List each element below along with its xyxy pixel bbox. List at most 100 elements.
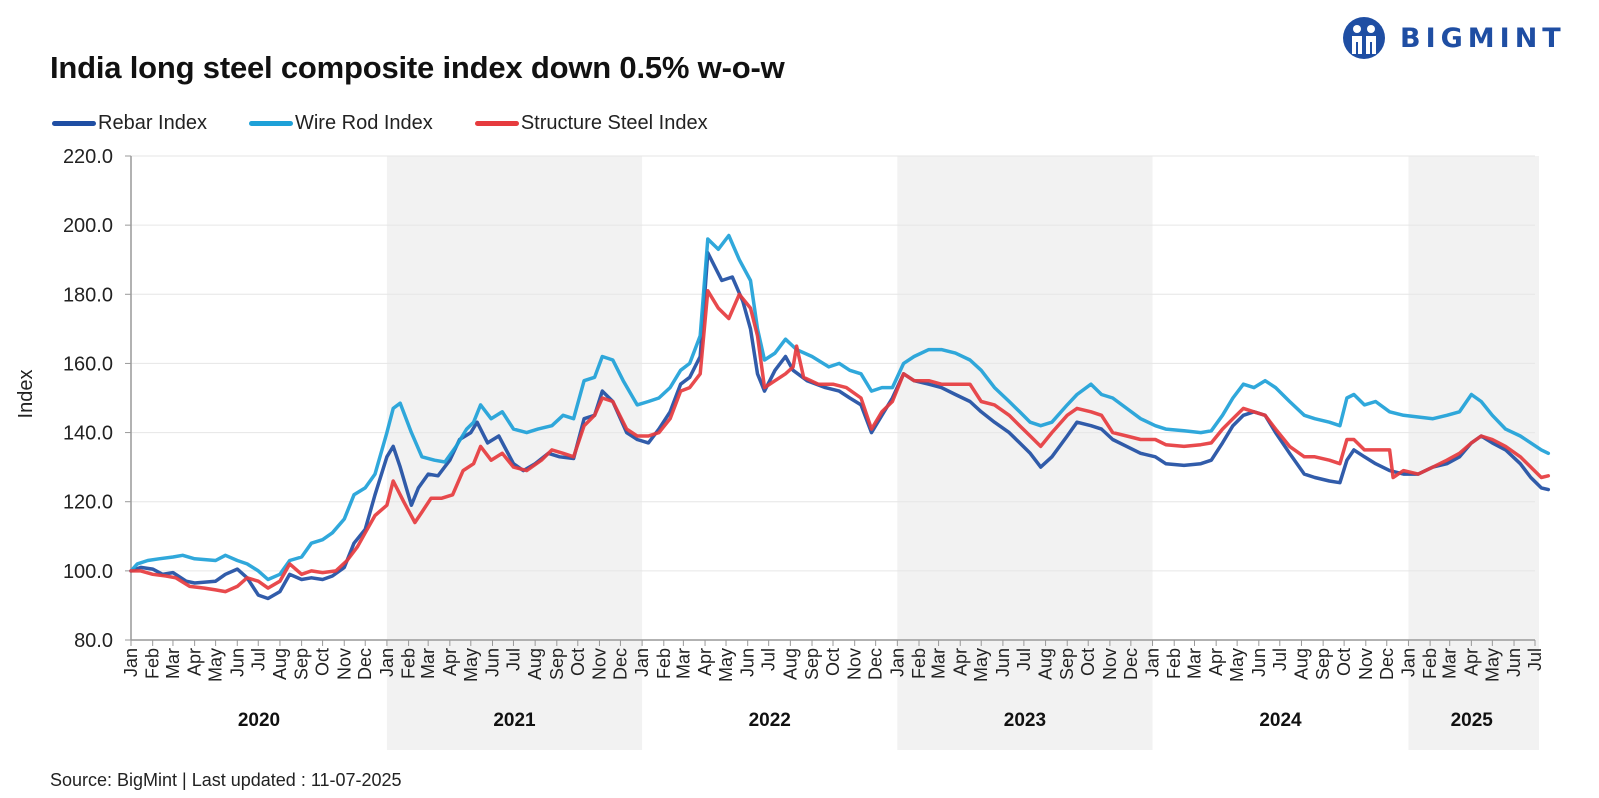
x-month-label: May <box>1482 648 1502 682</box>
legend-swatch-wire-rod <box>248 120 293 126</box>
bigmint-logo: BIGMINT <box>1342 16 1566 60</box>
x-month-label: May <box>206 648 226 682</box>
x-month-label: Feb <box>143 648 163 679</box>
x-month-label: Oct <box>568 648 588 676</box>
x-month-label: Nov <box>845 648 865 680</box>
series-line-rebar-index <box>129 251 1551 601</box>
x-month-label: Jul <box>248 648 268 671</box>
x-month-label: Jul <box>503 648 523 671</box>
series-line-structure-steel-index <box>129 289 1551 594</box>
y-tick-label: 220.0 <box>63 146 113 168</box>
y-tick-label: 100.0 <box>63 561 113 583</box>
x-month-label: Dec <box>1121 648 1141 680</box>
x-month-label: Apr <box>950 648 970 676</box>
x-month-label: Mar <box>418 648 438 679</box>
legend-label-rebar: Rebar Index <box>98 111 207 134</box>
shaded-band-2021 <box>386 156 643 750</box>
y-tick-label: 80.0 <box>74 630 113 652</box>
x-month-label: Nov <box>334 648 354 680</box>
x-month-label: Jun <box>738 648 758 677</box>
x-month-label: May <box>971 648 991 682</box>
x-month-label: Jul <box>1270 648 1290 671</box>
x-month-label: Jan <box>632 648 652 677</box>
x-month-label: Jun <box>482 648 502 677</box>
x-month-label: Mar <box>673 648 693 679</box>
x-month-label: Feb <box>399 648 419 679</box>
y-tick-label: 120.0 <box>63 492 113 514</box>
x-month-label: Apr <box>440 648 460 676</box>
x-month-label: Sep <box>1313 648 1333 680</box>
shaded-band-2023 <box>897 156 1153 750</box>
x-month-label: Dec <box>1377 648 1397 680</box>
bigmint-logo-text: BIGMINT <box>1400 22 1566 54</box>
x-month-label: Mar <box>163 648 183 679</box>
x-month-label: Aug <box>780 648 800 680</box>
x-month-label: Apr <box>1461 648 1481 676</box>
x-month-label: Sep <box>547 648 567 680</box>
x-month-label: Oct <box>313 648 333 676</box>
x-month-label: Jan <box>377 648 397 677</box>
y-tick-label: 200.0 <box>63 215 113 237</box>
x-month-label: Feb <box>1420 648 1440 679</box>
legend-swatch-rebar <box>52 120 96 126</box>
x-month-label: Dec <box>866 648 886 680</box>
x-month-label: Aug <box>1036 648 1056 680</box>
x-month-label: Sep <box>802 648 822 680</box>
x-month-label: Jan <box>1398 648 1418 677</box>
x-month-label: Jun <box>993 648 1013 677</box>
series-line-wire-rod-index <box>129 233 1551 582</box>
x-month-label: Dec <box>355 648 375 680</box>
source-note: Source: BigMint | Last updated : 11-07-2… <box>50 770 402 790</box>
x-month-label: Sep <box>292 648 312 680</box>
legend-label-wire-rod: Wire Rod Index <box>294 111 433 134</box>
x-month-label: Apr <box>1206 648 1226 676</box>
legend-item-wire-rod: Wire Rod Index <box>248 111 433 135</box>
x-year-label-2023: 2023 <box>1004 710 1046 731</box>
x-month-label: Nov <box>589 648 609 680</box>
x-month-label: Jul <box>759 648 779 671</box>
x-year-label-2020: 2020 <box>238 710 280 731</box>
x-month-label: Jul <box>1014 648 1034 671</box>
x-month-label: Oct <box>823 648 843 676</box>
legend-item-structure-steel: Structure Steel Index <box>474 111 708 135</box>
x-month-label: Nov <box>1100 648 1120 680</box>
x-month-label: Jan <box>1143 648 1163 677</box>
x-year-label-2021: 2021 <box>493 710 536 731</box>
chart-legend: Rebar Index Wire Rod Index Structure Ste… <box>52 110 750 136</box>
x-month-label: Dec <box>610 648 630 680</box>
x-month-label: Mar <box>1440 648 1460 679</box>
x-year-label-2022: 2022 <box>749 710 791 731</box>
x-month-label: Apr <box>695 648 715 676</box>
x-month-label: Nov <box>1356 648 1376 680</box>
y-tick-label: 160.0 <box>63 353 113 375</box>
x-month-label: Apr <box>185 648 205 676</box>
x-month-label: Jan <box>887 648 907 677</box>
line-chart: 80.0 100.0 120.0 140.0 160.0 180.0 200.0 220.0 I… <box>15 146 1551 750</box>
x-month-label: Aug <box>270 648 290 680</box>
x-month-label: Mar <box>929 648 949 679</box>
x-month-label: Oct <box>1078 648 1098 676</box>
x-month-label: Jan <box>121 648 141 677</box>
legend-label-structure-steel: Structure Steel Index <box>520 111 708 134</box>
legend-item-rebar: Rebar Index <box>52 112 207 135</box>
chart-title: India long steel composite index down 0.… <box>50 50 785 85</box>
x-month-label: Feb <box>909 648 929 679</box>
x-month-label: May <box>716 648 736 682</box>
x-month-label: Mar <box>1184 648 1204 679</box>
x-month-label: Aug <box>1291 648 1311 680</box>
x-month-label: Jun <box>1249 648 1269 677</box>
x-month-label: Jul <box>1525 648 1545 671</box>
x-month-label: Sep <box>1057 648 1077 680</box>
x-year-label-2025: 2025 <box>1451 710 1494 731</box>
x-month-label: Aug <box>525 648 545 680</box>
x-month-label: Feb <box>1164 648 1184 679</box>
x-month-label: Jun <box>1504 648 1524 677</box>
x-month-label: May <box>461 648 481 682</box>
y-tick-label: 180.0 <box>63 284 113 306</box>
x-month-label: Feb <box>654 648 674 679</box>
x-month-label: Oct <box>1334 648 1354 676</box>
y-axis-title: Index <box>15 370 37 419</box>
x-year-label-2024: 2024 <box>1259 710 1302 731</box>
x-month-label: Jun <box>227 648 247 677</box>
bigmint-logo-icon <box>1343 17 1385 59</box>
